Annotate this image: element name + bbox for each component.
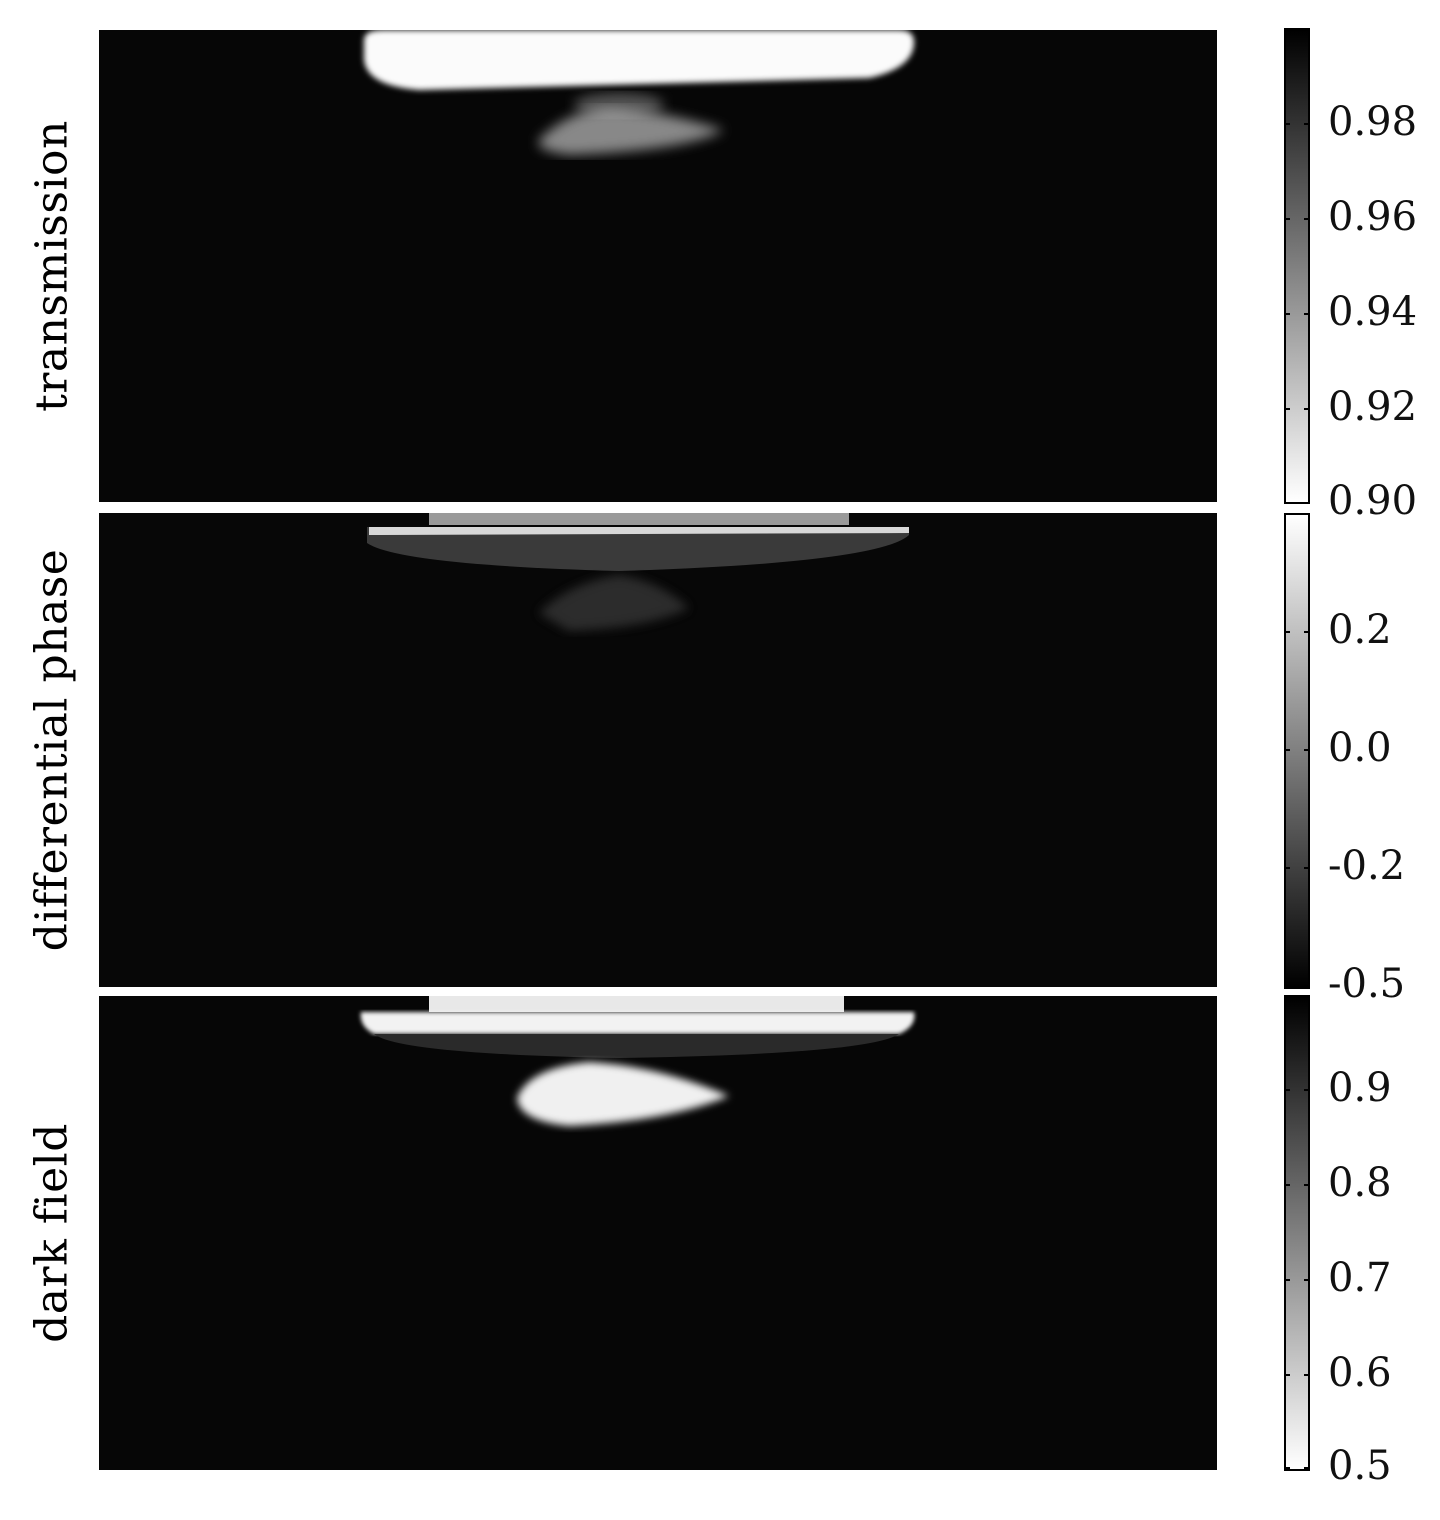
differential-phase-label: differential phase (26, 548, 78, 952)
transmission-label: transmission (26, 120, 78, 412)
dark-field-colorbar (1284, 995, 1310, 1471)
differential-phase-image (99, 513, 1217, 987)
transmission-colorbar (1284, 28, 1310, 504)
dark-field-colorbar-ticks: 0.9 0.8 0.7 0.6 0.5 (1284, 1065, 1392, 1489)
differential-phase-colorbar-ticks: 0.2 0.0 -0.2 -0.5 (1284, 607, 1406, 1007)
transmission-colorbar-ticks: 0.98 0.96 0.94 0.92 0.90 (1284, 99, 1418, 524)
dark-field-image (99, 996, 1217, 1470)
dark-field-label: dark field (26, 1123, 78, 1343)
differential-phase-colorbar (1284, 513, 1310, 989)
transmission-image (99, 30, 1217, 502)
